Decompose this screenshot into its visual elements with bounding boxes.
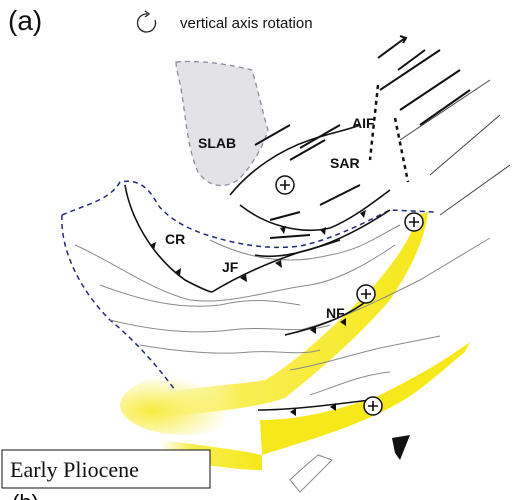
rotation-symbol-south <box>363 396 383 416</box>
aif-label: AIF <box>352 115 375 131</box>
rotation-symbol-east <box>404 212 424 232</box>
slab-label: SLAB <box>198 135 236 151</box>
strike-slip-arrows <box>254 35 471 239</box>
thrust-teeth <box>150 210 366 416</box>
dashed-boundary-lines <box>368 84 410 183</box>
next-panel-label: (b) <box>12 490 39 500</box>
cr-label: CR <box>165 231 185 247</box>
slab-region <box>175 60 269 187</box>
thin-faults-right <box>399 79 511 216</box>
yellow-highlight-zones <box>120 212 470 470</box>
plate-motion-arrow <box>392 435 410 460</box>
legend-rotation-text: vertical axis rotation <box>180 15 313 32</box>
jf-label: JF <box>222 259 239 275</box>
sar-label: SAR <box>330 155 360 171</box>
fault-lines <box>124 124 391 411</box>
nf-label: NF <box>326 305 345 321</box>
panel-label: (a) <box>8 5 42 36</box>
title-box-text: Early Pliocene <box>10 457 139 482</box>
rotation-symbol-sar <box>275 175 295 195</box>
basin-outline <box>61 180 436 391</box>
rotation-symbol-nf <box>356 284 376 304</box>
title-box <box>1 449 211 489</box>
vertical-axis-rotation-icon <box>136 10 157 33</box>
